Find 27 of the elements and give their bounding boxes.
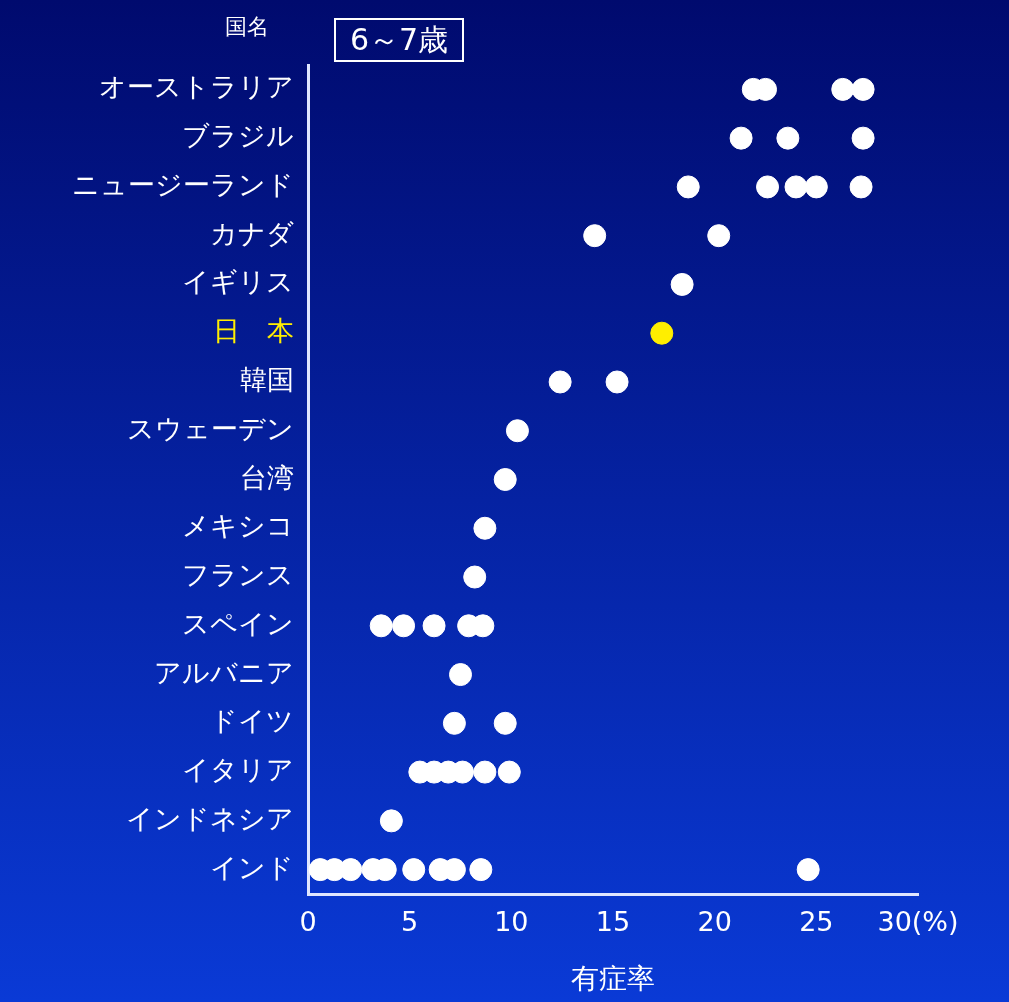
y-tick-label: 日 本 xyxy=(213,315,294,347)
y-tick-label: フランス xyxy=(182,559,294,591)
x-tick-label: 10 xyxy=(494,906,529,938)
chart-title: 6～7歳 xyxy=(334,18,465,62)
y-axis-title: 国名 xyxy=(225,13,269,41)
x-tick-label: 30(%) xyxy=(877,906,959,938)
y-tick-label: オーストラリア xyxy=(99,71,294,103)
y-tick-label: スペイン xyxy=(182,607,294,639)
x-tick-label: 25 xyxy=(799,906,834,938)
y-tick-label: アルバニア xyxy=(154,656,294,688)
x-tick-label: 20 xyxy=(697,906,732,938)
y-tick-label: メキシコ xyxy=(182,510,294,542)
y-tick-label: イタリア xyxy=(182,754,294,786)
y-tick-label: カナダ xyxy=(210,217,294,249)
y-tick-label: スウェーデン xyxy=(127,412,294,444)
y-tick-label: 韓国 xyxy=(240,363,294,395)
x-tick-label: 5 xyxy=(401,906,419,938)
y-tick-label: ブラジル xyxy=(182,120,294,152)
y-tick-label: ニュージーランド xyxy=(72,168,294,200)
y-tick-label: ドイツ xyxy=(210,705,294,737)
y-tick-label: インド xyxy=(210,851,294,883)
y-tick-label: インドネシア xyxy=(126,802,294,834)
x-tick-label: 15 xyxy=(595,906,631,938)
y-tick-label: イギリス xyxy=(182,266,294,298)
x-tick-label: 0 xyxy=(299,906,317,938)
y-tick-label: 台湾 xyxy=(240,461,294,493)
x-axis-title: 有症率 xyxy=(571,962,655,996)
